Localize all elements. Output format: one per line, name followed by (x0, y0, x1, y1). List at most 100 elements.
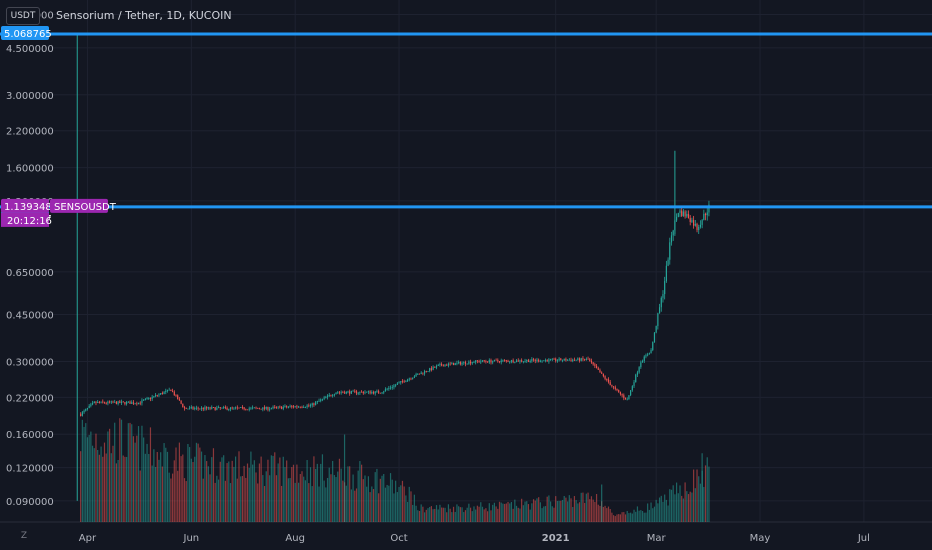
candle-body (321, 398, 324, 400)
candle-body (492, 361, 494, 363)
volume-bar (509, 503, 511, 522)
volume-bar (621, 512, 623, 522)
candle-body (696, 223, 698, 231)
candle-body (493, 359, 496, 362)
volume-bar (526, 501, 528, 522)
candle-body (223, 407, 225, 408)
candle-body (168, 389, 170, 391)
currency-unit-badge[interactable]: USDT (6, 7, 40, 25)
volume-bar (544, 506, 547, 522)
candle-body (180, 400, 182, 404)
candle-body (601, 372, 603, 374)
candle-body (609, 382, 611, 386)
volume-bar (498, 501, 501, 522)
volume-bar (471, 511, 473, 522)
volume-bar (189, 447, 191, 522)
x-tick-label: Jul (857, 533, 870, 544)
candle-body (486, 361, 489, 363)
candle-body (311, 403, 313, 406)
volume-bar (335, 477, 337, 522)
candle-body (675, 216, 678, 221)
candle-body (342, 392, 344, 394)
candle-body (466, 363, 468, 365)
candle-body (471, 362, 473, 364)
volume-bar (442, 507, 444, 522)
volume-bar (120, 419, 123, 522)
volume-bar (534, 500, 536, 522)
candle-body (645, 355, 647, 357)
candle-body (212, 407, 215, 409)
volume-bar (345, 485, 347, 522)
volume-bar (197, 443, 199, 522)
candle-body (309, 405, 312, 406)
candle-body (279, 406, 281, 408)
volume-bar (257, 483, 259, 522)
candle-body (546, 360, 548, 362)
candle-body (658, 307, 661, 314)
volume-bar (224, 480, 226, 522)
volume-bar (635, 511, 637, 522)
candle-body (333, 394, 335, 396)
volume-bar (585, 493, 587, 522)
volume-bar (447, 504, 450, 522)
candle-body (442, 365, 444, 367)
volume-bar (480, 502, 482, 522)
volume-bar (170, 478, 172, 522)
candle-body (371, 392, 373, 394)
volume-bar (333, 475, 335, 522)
volume-bar (177, 470, 179, 522)
volume-bar (481, 506, 484, 522)
volume-bar (282, 456, 284, 522)
candle-body (704, 213, 707, 216)
candle-body (195, 407, 198, 409)
volume-bar (473, 506, 475, 522)
candle-body (434, 366, 436, 368)
candle-body (544, 360, 547, 361)
volume-bar (437, 509, 439, 522)
candle-body (403, 381, 405, 383)
volume-bar (308, 483, 310, 522)
x-tick-label: Jun (183, 533, 200, 544)
candle-body (611, 385, 613, 387)
volume-bar (359, 461, 361, 522)
candle-body (296, 406, 298, 408)
x-tick-label: 2021 (542, 533, 570, 544)
candle-body (153, 396, 155, 397)
candle-body (221, 407, 223, 409)
candle-body (81, 412, 83, 416)
volume-bar (337, 471, 339, 522)
volume-bar (250, 451, 252, 522)
volume-bar (476, 505, 478, 522)
volume-bar (541, 508, 543, 522)
candle-body (561, 360, 564, 362)
volume-bar (675, 482, 678, 522)
candle-body (154, 395, 157, 397)
volume-bar (701, 453, 703, 522)
volume-bar (286, 460, 288, 522)
volume-bar (183, 478, 186, 522)
volume-bar (187, 443, 189, 522)
volume-bar (221, 457, 223, 522)
candle-body (328, 395, 330, 396)
volume-bar (340, 468, 342, 522)
volume-bar (274, 452, 276, 522)
candle-body (320, 399, 322, 401)
candle-body (88, 405, 90, 408)
volume-bar (160, 452, 162, 522)
candle-body (158, 394, 160, 396)
volume-bar (665, 499, 667, 522)
volume-bar (105, 453, 107, 522)
candle-body (527, 360, 530, 363)
volume-bar (88, 434, 90, 522)
volume-bar (115, 463, 118, 522)
candle-body (417, 373, 419, 375)
zoom-reset-button[interactable]: Z (20, 531, 28, 541)
volume-bar (211, 457, 213, 522)
volume-bar (122, 455, 124, 522)
volume-bar (694, 488, 696, 522)
candle-body (280, 406, 283, 409)
candle-body (662, 294, 664, 298)
volume-bar (638, 510, 640, 522)
